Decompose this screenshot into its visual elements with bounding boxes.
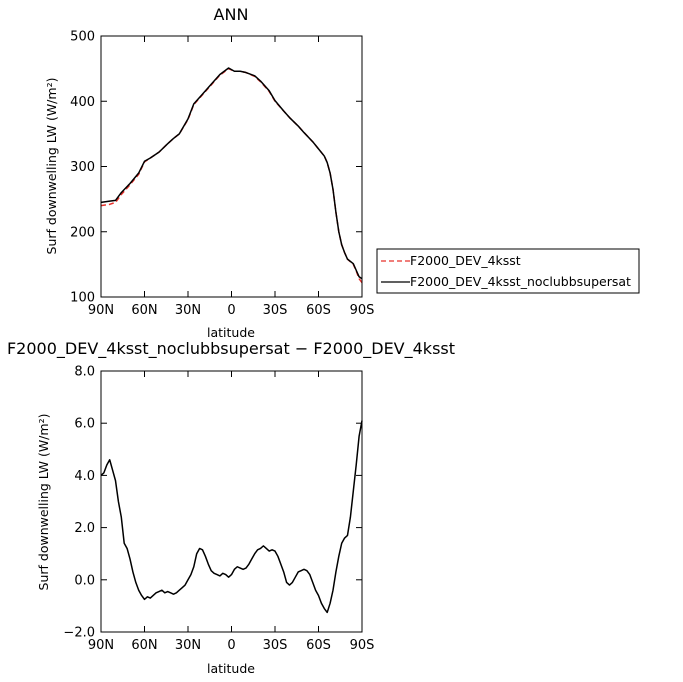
x-axis-label: latitude [207, 661, 255, 676]
y-tick-label: 100 [70, 291, 95, 306]
y-tick-label: 4.0 [74, 469, 95, 484]
y-tick-label: 400 [70, 95, 95, 110]
legend-box [376, 248, 640, 294]
x-tick-label: 30S [263, 638, 288, 653]
x-tick-label: 30S [263, 303, 288, 318]
series-line [100, 420, 363, 614]
x-tick-label: 60N [131, 303, 157, 318]
y-tick-label: 500 [70, 30, 95, 45]
y-tick-label: −2.0 [63, 626, 95, 641]
x-tick-label: 0 [227, 303, 235, 318]
legend-label: F2000_DEV_4ksst_noclubbsupersat [410, 274, 631, 289]
chart-title: ANN [214, 5, 249, 24]
x-tick-label: 90N [88, 303, 114, 318]
x-tick-label: 30N [175, 303, 201, 318]
y-axis-label: Surf downwelling LW (W/m²) [44, 78, 59, 255]
x-tick-label: 60S [306, 638, 331, 653]
x-tick-label: 60N [131, 638, 157, 653]
y-tick-label: 200 [70, 225, 95, 240]
x-tick-label: 30N [175, 638, 201, 653]
series-line [100, 67, 363, 284]
x-tick-label: 90S [350, 303, 375, 318]
y-tick-label: 0.0 [74, 573, 95, 588]
x-tick-label: 0 [227, 638, 235, 653]
y-tick-label: 300 [70, 160, 95, 175]
legend-label: F2000_DEV_4ksst [410, 253, 521, 268]
legend: F2000_DEV_4ksst F2000_DEV_4ksst_noclubbs… [376, 248, 640, 294]
plot-frame [100, 35, 363, 298]
x-tick-label: 90S [350, 638, 375, 653]
plot-frame [100, 370, 363, 633]
x-axis-label: latitude [207, 325, 255, 340]
x-tick-label: 60S [306, 303, 331, 318]
y-tick-label: 8.0 [74, 365, 95, 380]
x-tick-label: 90N [88, 638, 114, 653]
y-tick-label: 2.0 [74, 521, 95, 536]
y-tick-label: 6.0 [74, 417, 95, 432]
chart-title: F2000_DEV_4ksst_noclubbsupersat − F2000_… [7, 339, 455, 359]
top-panel: ANN Surf downwelling LW (W/m²) latitude … [44, 5, 374, 340]
bottom-panel: F2000_DEV_4ksst_noclubbsupersat − F2000_… [7, 339, 455, 676]
y-axis-label: Surf downwelling LW (W/m²) [36, 414, 51, 591]
series-line [100, 67, 363, 280]
